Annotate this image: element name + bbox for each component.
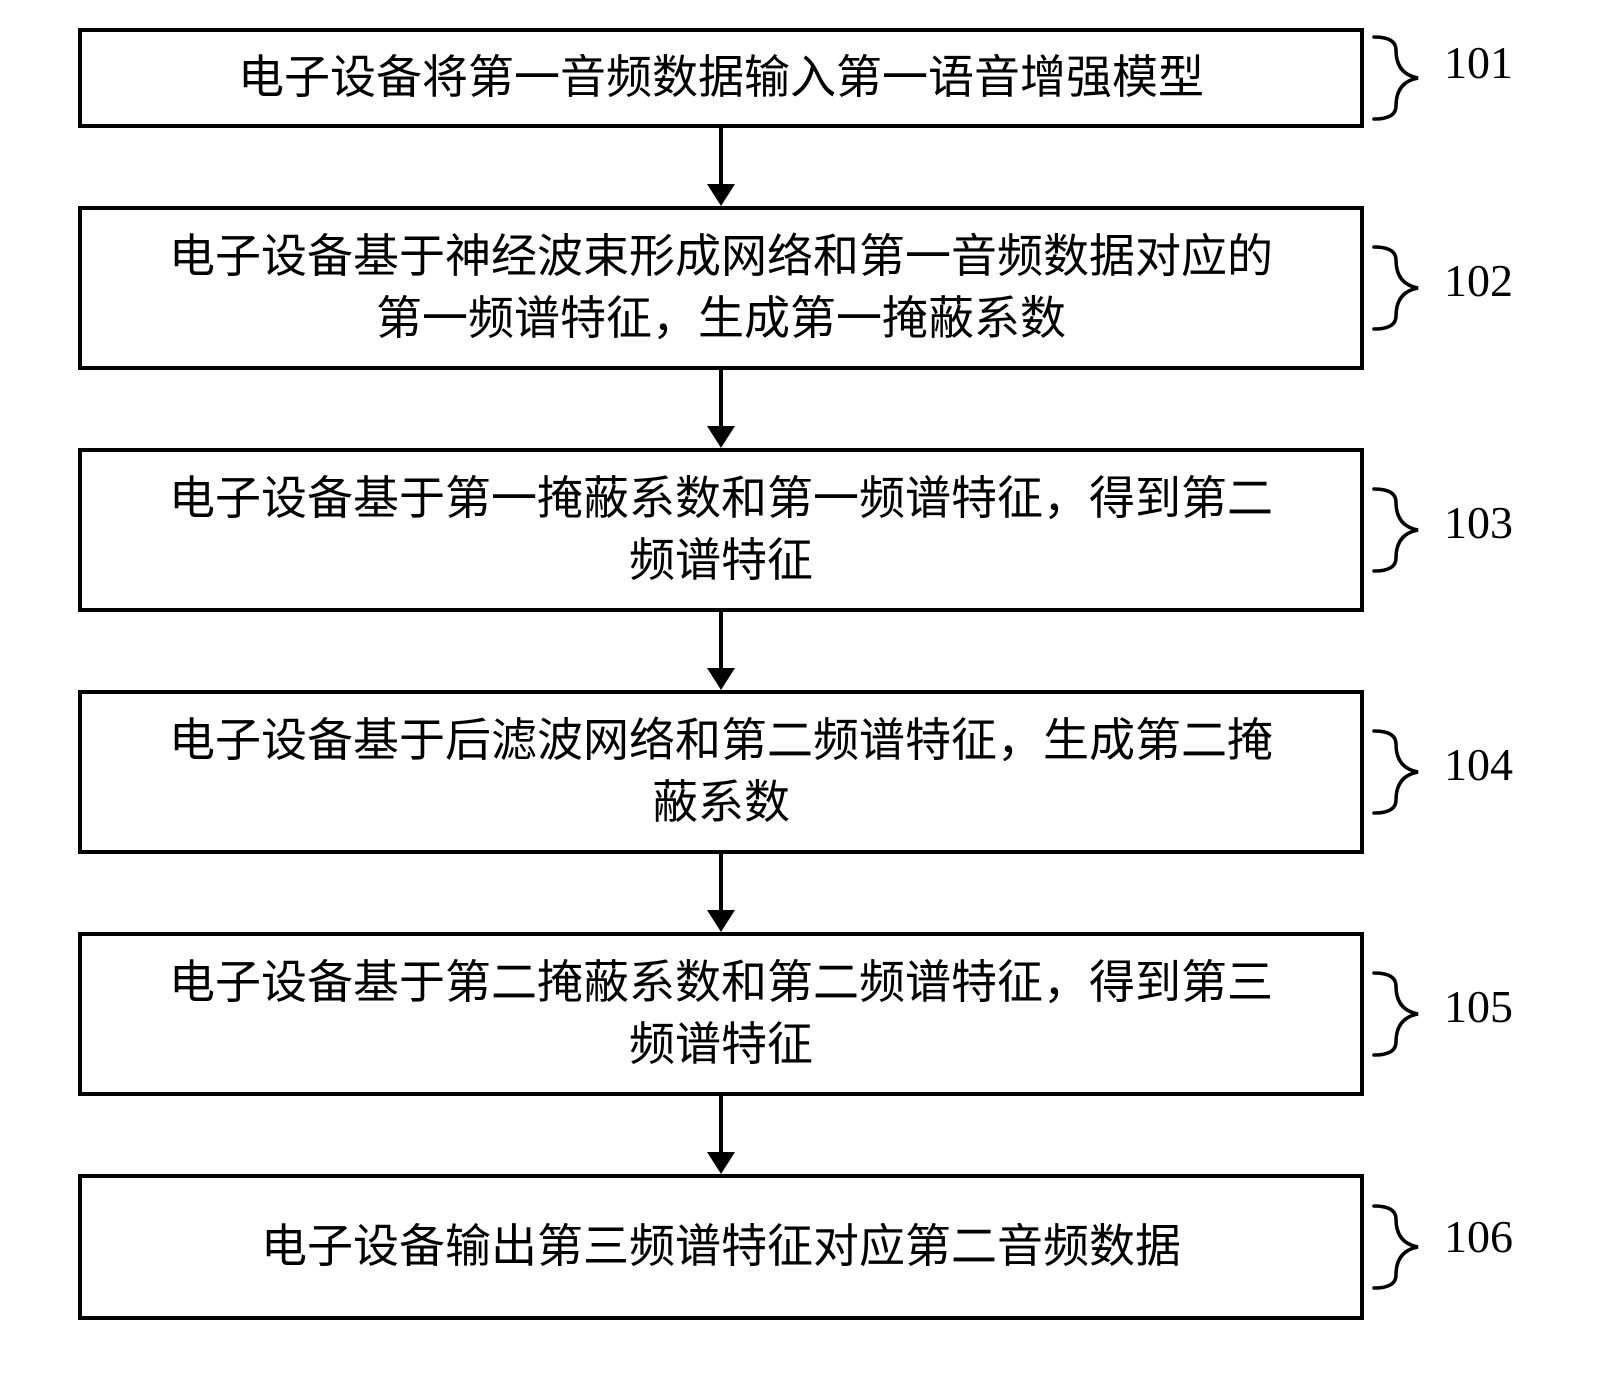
brace-101	[1370, 35, 1424, 126]
flow-step-106: 电子设备输出第三频谱特征对应第二音频数据	[78, 1174, 1364, 1320]
step-number-105: 105	[1444, 980, 1513, 1033]
flow-step-text: 电子设备基于第一掩蔽系数和第一频谱特征，得到第二 频谱特征	[169, 468, 1273, 592]
arrow-after-103	[701, 612, 741, 695]
brace-106	[1370, 1204, 1424, 1295]
flowchart-canvas: 电子设备将第一音频数据输入第一语音增强模型 101 电子设备基于神经波束形成网络和第…	[0, 0, 1600, 1385]
flow-step-102: 电子设备基于神经波束形成网络和第一音频数据对应的 第一频谱特征，生成第一掩蔽系数	[78, 206, 1364, 370]
flow-step-103: 电子设备基于第一掩蔽系数和第一频谱特征，得到第二 频谱特征	[78, 448, 1364, 612]
flow-step-105: 电子设备基于第二掩蔽系数和第二频谱特征，得到第三 频谱特征	[78, 932, 1364, 1096]
step-number-103: 103	[1444, 496, 1513, 549]
flow-step-text: 电子设备基于后滤波网络和第二频谱特征，生成第二掩 蔽系数	[169, 710, 1273, 834]
step-number-104: 104	[1444, 738, 1513, 791]
brace-104	[1370, 729, 1424, 820]
brace-102	[1370, 245, 1424, 336]
arrow-after-102	[701, 370, 741, 453]
step-number-106: 106	[1444, 1210, 1513, 1263]
step-number-102: 102	[1444, 254, 1513, 307]
flow-step-text: 电子设备将第一音频数据输入第一语音增强模型	[238, 47, 1204, 109]
flow-step-text: 电子设备基于第二掩蔽系数和第二频谱特征，得到第三 频谱特征	[169, 952, 1273, 1076]
flow-step-text: 电子设备基于神经波束形成网络和第一音频数据对应的 第一频谱特征，生成第一掩蔽系数	[169, 226, 1273, 350]
flow-step-104: 电子设备基于后滤波网络和第二频谱特征，生成第二掩 蔽系数	[78, 690, 1364, 854]
brace-105	[1370, 971, 1424, 1062]
flow-step-101: 电子设备将第一音频数据输入第一语音增强模型	[78, 28, 1364, 128]
flow-step-text: 电子设备输出第三频谱特征对应第二音频数据	[261, 1216, 1181, 1278]
arrow-after-101	[701, 128, 741, 211]
arrow-after-105	[701, 1096, 741, 1179]
brace-103	[1370, 487, 1424, 578]
arrow-after-104	[701, 854, 741, 937]
step-number-101: 101	[1444, 36, 1513, 89]
